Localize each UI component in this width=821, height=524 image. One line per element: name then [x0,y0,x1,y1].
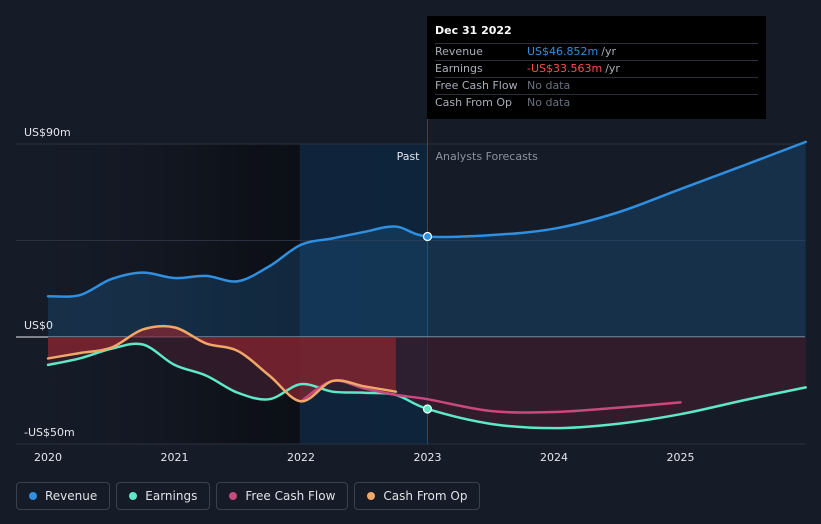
legend-dot-icon [229,492,238,500]
x-tick-label: 2024 [540,451,568,464]
legend-label: Revenue [45,489,98,503]
cash-from-op-area [48,326,396,402]
earnings-area [48,337,806,429]
legend-dot-icon [129,492,138,500]
earnings-marker [422,404,433,414]
revenue-marker [422,231,433,242]
tooltip-date: Dec 31 2022 [435,24,512,37]
tooltip-label: Cash From Op [435,96,513,109]
tooltip-label: Revenue [435,45,483,58]
legend-item-cash-from-op[interactable]: Cash From Op [354,482,481,510]
legend-label: Free Cash Flow [245,489,336,503]
tooltip-row-cash-from-op: Cash From Op No data [435,94,758,111]
legend-label: Cash From Op [383,489,468,503]
revenue-line [46,140,807,298]
series-lines [46,140,807,430]
tooltip-row-earnings: Earnings -US$33.563m /yr [435,60,758,77]
x-tick-label: 2023 [414,451,442,464]
x-tick-label: 2025 [667,451,695,464]
legend-dot-icon [29,492,37,500]
axis-labels: US$90m US$0 -US$50m 2020 2021 2022 2023 2024 202… [24,126,695,464]
x-tick-label: 2021 [161,451,189,464]
x-tick-label: 2020 [34,451,62,464]
cash-from-op-line [46,324,398,403]
legend-dot-icon [367,492,376,500]
series-markers [422,231,433,414]
y-axis-label: -US$50m [24,426,75,439]
legend-item-revenue[interactable]: Revenue [16,482,111,510]
y-axis-label: US$0 [24,319,53,332]
tooltip-label: Free Cash Flow [435,79,518,92]
tooltip-row-revenue: Revenue US$46.852m /yr [435,43,758,60]
y-axis-label: US$90m [24,126,71,139]
tooltip-value: -US$33.563m [527,62,603,75]
legend-item-earnings[interactable]: Earnings [116,482,211,510]
legend-label: Earnings [145,489,198,503]
x-tick-label: 2022 [287,451,315,464]
tooltip-label: Earnings [435,62,483,75]
tooltip-value: No data [527,79,571,92]
tooltip-unit: /yr [605,62,620,75]
legend-item-free-cash-flow[interactable]: Free Cash Flow [216,482,349,510]
tooltip-unit: /yr [601,45,616,58]
tooltip-value: US$46.852m [527,45,599,58]
earnings-line [46,342,807,430]
tooltip-value: No data [527,96,571,109]
tooltip-row-free-cash-flow: Free Cash Flow No data [435,77,758,94]
past-label: Past [397,150,421,163]
chart-legend: Revenue Earnings Free Cash Flow Cash Fro… [16,482,481,510]
data-tooltip: Dec 31 2022 Revenue US$46.852m /yr Earni… [427,16,766,119]
forecast-label: Analysts Forecasts [436,150,539,163]
